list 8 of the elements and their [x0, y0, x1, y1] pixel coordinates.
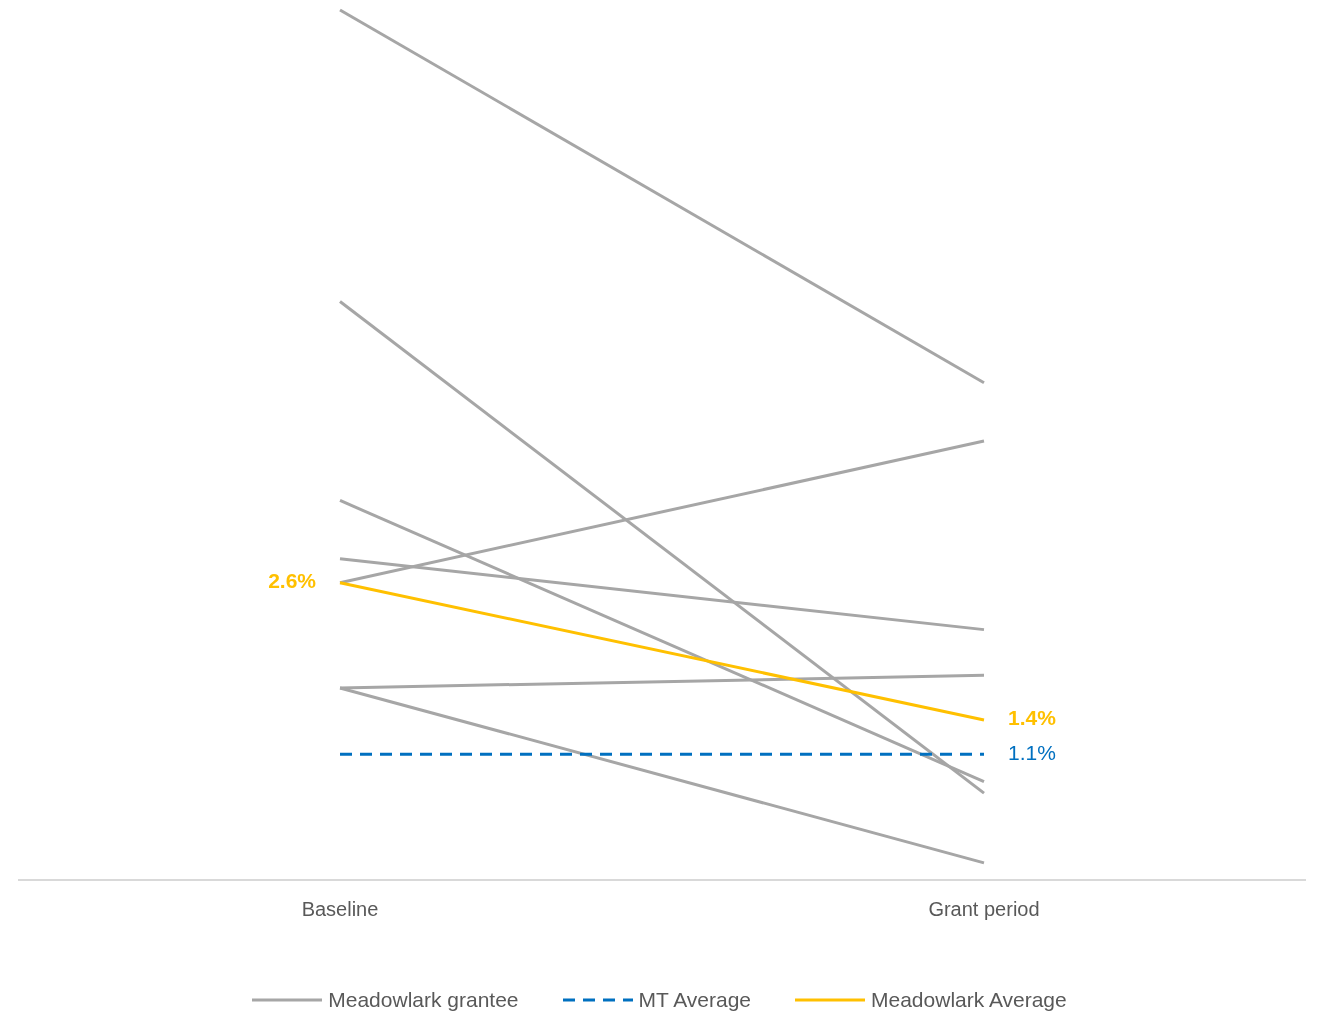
data-label: 2.6% [268, 569, 317, 593]
legend-label: Meadowlark Average [871, 988, 1067, 1012]
legend-label: MT Average [638, 988, 751, 1012]
x-tick-label: Grant period [928, 898, 1040, 921]
legend-label: Meadowlark grantee [328, 988, 519, 1012]
data-label: 1.4% [1008, 706, 1057, 730]
data-label: 1.1% [1008, 740, 1056, 764]
x-tick-label: Baseline [301, 898, 379, 921]
